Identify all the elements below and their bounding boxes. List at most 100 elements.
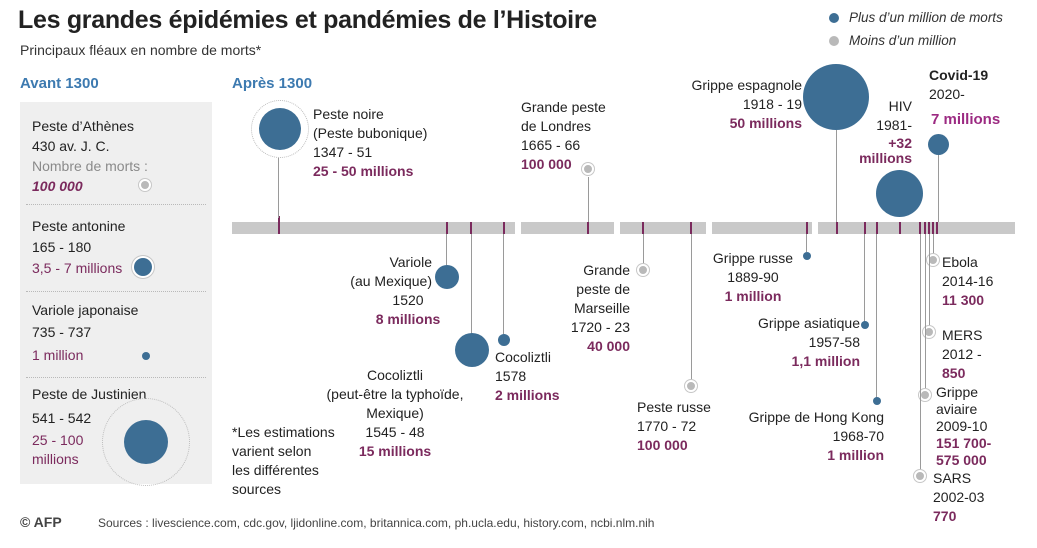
cocoliztli-1578-name: Cocoliztli	[495, 349, 552, 365]
peste-londres-dates: 1665 - 66	[521, 137, 581, 153]
tick-covid	[936, 222, 938, 234]
variole-mexique-values: 1520 8 millions	[348, 291, 468, 329]
grippe-aviaire-name-2: aviaire	[936, 401, 978, 417]
hiv-deaths-l2: millions	[859, 150, 912, 166]
cocoliztli-1545-deaths: 15 millions	[358, 443, 432, 459]
athenes-deaths: 100 000	[32, 178, 83, 194]
mers-deaths: 850	[942, 365, 966, 381]
peste-marseille-label: Grande peste de Marseille 1720 - 23 40 0…	[540, 261, 630, 356]
peste-londres-deaths: 100 000	[521, 156, 572, 172]
peste-londres-connector	[588, 177, 589, 222]
sars-connector	[920, 234, 921, 470]
page-title: Les grandes épidémies et pandémies de l’…	[18, 6, 597, 34]
athenes-deaths-label: Nombre de morts :	[32, 158, 148, 174]
grippe-russe-deaths: 1 million	[724, 288, 782, 304]
sars-dates: 2002-03	[933, 489, 985, 505]
grippe-asiatique-deaths: 1,1 million	[791, 353, 860, 369]
legend-big-dot	[829, 13, 839, 23]
cocoliztli-1545-bubble	[455, 333, 489, 367]
antonine-name: Peste antonine	[32, 218, 126, 234]
athenes-dates: 430 av. J. C.	[32, 138, 110, 154]
tick-mers	[928, 222, 930, 234]
grippe-espagnole-deaths: 50 millions	[729, 115, 802, 131]
peste-russe-deaths: 100 000	[637, 437, 688, 453]
afp-logo: © AFP	[20, 514, 62, 530]
peste-noire-ring	[251, 100, 309, 158]
peste-russe-connector	[691, 234, 692, 380]
tick-grippe-espagnole	[836, 222, 838, 234]
mers-marker	[923, 326, 935, 338]
covid-dates: 2020-	[929, 86, 965, 102]
sars-deaths: 770	[933, 508, 957, 524]
peste-marseille-connector	[643, 234, 644, 264]
covid-connector	[938, 155, 939, 222]
tick-grippe-hong-kong	[876, 222, 878, 234]
tick-peste-londres	[587, 222, 589, 234]
grippe-aviaire-dates: 2009-10	[936, 418, 988, 434]
grippe-asiatique-dates: 1957-58	[808, 334, 860, 350]
peste-noire-name-2: (Peste bubonique)	[313, 125, 428, 141]
grippe-hong-kong-deaths: 1 million	[827, 447, 884, 463]
grippe-russe-label: Grippe russe 1889-90 1 million	[704, 249, 802, 306]
peste-russe-name: Peste russe	[637, 399, 711, 415]
athenes-name: Peste d’Athènes	[32, 118, 134, 134]
peste-marseille-name-2: peste de	[576, 281, 630, 297]
panel-divider	[26, 377, 206, 378]
hiv-name: HIV	[888, 98, 912, 114]
peste-londres-name: Grande peste	[521, 99, 606, 115]
hiv-label: HIV 1981-	[846, 97, 912, 135]
tick-sars	[919, 222, 921, 234]
peste-noire-bubble	[259, 108, 301, 150]
mers-name: MERS	[942, 327, 983, 343]
tick-peste-russe	[690, 222, 692, 234]
legend-small-dot	[829, 36, 839, 46]
antonine-dates: 165 - 180	[32, 239, 92, 255]
grippe-hong-kong-dates: 1968-70	[832, 428, 884, 444]
grippe-espagnole-dates: 1918 - 19	[742, 96, 802, 112]
sources-line: Sources : livescience.com, cdc.gov, ljid…	[98, 516, 655, 530]
cocoliztli-1578-label: Cocoliztli 1578 2 millions	[495, 348, 560, 405]
footnote: *Les estimations varient selon les diffé…	[232, 423, 335, 499]
peste-marseille-dates: 1720 - 23	[570, 319, 630, 335]
variole-mexique-label: Variole (au Mexique)	[336, 253, 432, 291]
peste-russe-marker	[685, 380, 697, 392]
grippe-espagnole-bubble	[803, 64, 869, 130]
hiv-dates: 1981-	[876, 117, 912, 133]
cocoliztli-1545-dates: 1545 - 48	[365, 424, 425, 440]
cocoliztli-1545-name: Cocoliztli	[366, 367, 423, 383]
timeline-gap	[614, 221, 620, 235]
cocoliztli-1545-connector	[471, 234, 472, 334]
peste-marseille-deaths: 40 000	[587, 338, 630, 354]
cocoliztli-1545-name-2: (peut-être la typhoïde,	[326, 386, 464, 402]
peste-londres-label: Grande peste de Londres 1665 - 66 100 00…	[521, 98, 606, 174]
antonine-deaths: 3,5 - 7 millions	[32, 260, 123, 276]
grippe-espagnole-connector	[836, 130, 837, 222]
tick-cocoliztli-1578	[503, 222, 505, 234]
justinien-bubble	[124, 420, 168, 464]
timeline-gap	[812, 221, 818, 235]
tick-variole-mexique	[446, 222, 448, 234]
peste-russe-label: Peste russe 1770 - 72 100 000	[637, 398, 711, 455]
mers-label: MERS 2012 - 850	[942, 326, 982, 383]
justinien-name: Peste de Justinien	[32, 386, 147, 402]
section-after-1300: Après 1300	[232, 75, 313, 92]
hiv-bubble	[876, 170, 923, 217]
grippe-russe-dates: 1889-90	[727, 269, 779, 285]
footnote-line: *Les estimations	[232, 424, 335, 440]
grippe-espagnole-label: Grippe espagnole 1918 - 19 50 millions	[676, 76, 802, 133]
grippe-asiatique-name: Grippe asiatique	[758, 315, 860, 331]
grippe-aviaire-deaths-l1: 151 700-	[936, 435, 992, 451]
grippe-aviaire-deaths-l2: 575 000	[936, 452, 987, 468]
ebola-name: Ebola	[942, 254, 978, 270]
peste-londres-name-2: de Londres	[521, 118, 592, 134]
peste-londres-marker	[582, 163, 594, 175]
covid-name: Covid-19	[929, 67, 989, 83]
tick-grippe-asiatique	[864, 222, 866, 234]
grippe-aviaire-label: Grippe aviaire 2009-10 151 700- 575 000	[936, 384, 991, 469]
sars-marker	[914, 470, 926, 482]
before-1300-panel: Peste d’Athènes 430 av. J. C. Nombre de …	[20, 102, 212, 486]
grippe-aviaire-name: Grippe	[936, 384, 979, 400]
hiv-deaths-l1: +32	[888, 135, 912, 151]
peste-noire-name: Peste noire	[313, 106, 384, 122]
legend-big-label: Plus d’un million de morts	[849, 10, 1003, 25]
